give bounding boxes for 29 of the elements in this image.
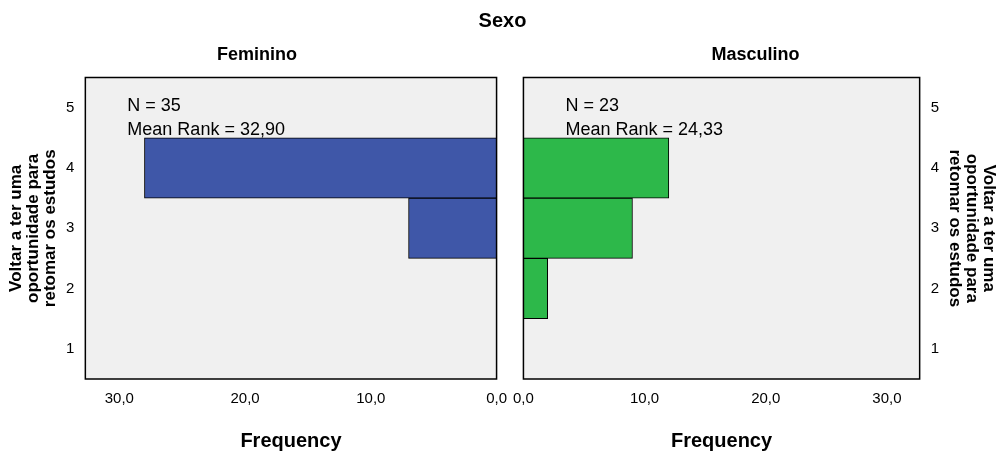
chart-subtitle: Feminino — [217, 43, 297, 64]
y-tick-label: 1 — [930, 339, 939, 356]
y-tick-label: 2 — [930, 278, 939, 296]
x-tick-label: 20,0 — [751, 389, 781, 407]
x-tick-label: 30,0 — [872, 389, 902, 407]
x-tick-label: 10,0 — [356, 389, 386, 407]
y-axis-title: Voltar a ter uma oportunidade para retomar os estudos — [945, 149, 999, 308]
y-tick-label: 4 — [930, 158, 939, 176]
x-axis-title: Frequency — [240, 428, 343, 451]
annotation: N = 23 — [565, 94, 619, 115]
annotation: Mean Rank = 24,33 — [565, 118, 724, 139]
x-tick-label: 10,0 — [630, 389, 660, 407]
y-axis-title: Voltar a ter uma oportunidade para retomar os estudos — [6, 149, 60, 308]
y-tick-label: 5 — [930, 97, 939, 115]
x-axis-title: Frequency — [670, 428, 773, 451]
x-tick-label: 0,0 — [513, 389, 534, 407]
y-tick-label: 2 — [66, 278, 75, 296]
x-tick-label: 20,0 — [230, 389, 260, 407]
x-tick-label: 0,0 — [486, 389, 507, 407]
chart-subtitle: Masculino — [711, 43, 800, 64]
y-tick-label: 1 — [66, 339, 75, 356]
annotation: N = 35 — [127, 94, 181, 115]
annotation: Mean Rank = 32,90 — [127, 118, 285, 139]
y-tick-label: 5 — [66, 97, 75, 115]
x-tick-label: 30,0 — [104, 389, 134, 407]
y-tick-label: 3 — [66, 218, 75, 236]
chart-title: Sexo — [477, 8, 528, 33]
y-tick-label: 4 — [66, 158, 75, 176]
y-tick-label: 3 — [930, 218, 939, 236]
